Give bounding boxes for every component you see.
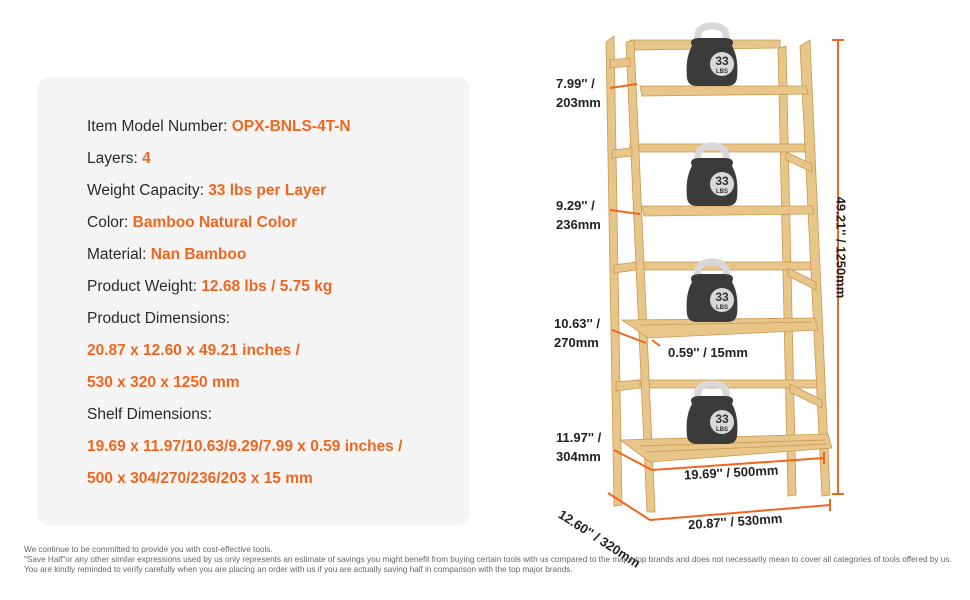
depth-mm: 270mm (554, 335, 599, 350)
spec-label: Color: (87, 214, 133, 231)
svg-text:33: 33 (715, 290, 729, 304)
spec-color: Color: Bamboo Natural Color (87, 214, 297, 232)
spec-product-dimensions-label: Product Dimensions: (87, 310, 231, 327)
height-label: 49.21'' / 1250mm (833, 196, 849, 299)
spec-label: Item Model Number: (87, 118, 232, 135)
spec-shelf-dimensions-line2: 500 x 304/270/236/203 x 15 mm (87, 470, 313, 487)
spec-value: OPX-BNLS-4T-N (231, 118, 351, 135)
spec-value: 4 (142, 150, 151, 167)
kettlebell-icon: 33 LBS (686, 380, 738, 444)
spec-shelf-dimensions-label: Shelf Dimensions: (87, 406, 212, 423)
depth-mm: 304mm (556, 449, 601, 464)
thickness-label: 0.59'' / 15mm (668, 345, 748, 360)
spec-panel (37, 77, 470, 525)
svg-text:LBS: LBS (716, 427, 728, 433)
spec-value: 33 lbs per Layer (208, 182, 327, 199)
spec-model: Item Model Number: OPX-BNLS-4T-N (87, 118, 351, 136)
depth-in: 9.29'' / (556, 198, 595, 213)
spec-value: Nan Bamboo (150, 246, 247, 263)
svg-text:33: 33 (715, 412, 729, 426)
spec-capacity: Weight Capacity: 33 lbs per Layer (87, 182, 326, 200)
spec-label: Weight Capacity: (87, 182, 209, 199)
spec-shelf-dimensions-line1: 19.69 x 11.97/10.63/9.29/7.99 x 0.59 inc… (87, 438, 403, 455)
disclaimer-line: We continue to be committed to provide y… (24, 545, 273, 554)
disclaimer-line: You are kindly reminded to verify carefu… (24, 565, 573, 574)
svg-text:33: 33 (715, 174, 729, 188)
depth-2-label: 9.29'' / 236mm (556, 196, 601, 234)
spec-value: Bamboo Natural Color (132, 214, 298, 231)
depth-1-label: 7.99'' / 203mm (556, 74, 601, 112)
depth-in: 11.97'' / (556, 430, 602, 445)
depth-mm: 203mm (556, 95, 601, 110)
spec-weight: Product Weight: 12.68 lbs / 5.75 kg (87, 278, 332, 296)
spec-label: Material: (87, 246, 151, 263)
kettlebell-icon: 33 LBS (686, 22, 738, 86)
spec-label: Product Weight: (87, 278, 202, 295)
depth-3-label: 10.63'' / 270mm (554, 314, 600, 352)
spec-value: 12.68 lbs / 5.75 kg (201, 278, 333, 295)
svg-text:LBS: LBS (716, 305, 728, 311)
disclaimer-line: "Save Half"or any other similar expressi… (24, 555, 952, 564)
spec-label: Layers: (87, 150, 143, 167)
kettlebell-icon: 33 LBS (686, 258, 738, 322)
svg-text:LBS: LBS (716, 69, 728, 75)
spec-layers: Layers: 4 (87, 150, 151, 168)
svg-text:33: 33 (715, 54, 729, 68)
kettlebell-icon: 33 LBS (686, 142, 738, 206)
kettlebells: 33 LBS 33 LBS 33 LBS 33 LBS (686, 22, 738, 444)
spec-material: Material: Nan Bamboo (87, 246, 246, 264)
spec-product-dimensions-line2: 530 x 320 x 1250 mm (87, 374, 240, 391)
depth-in: 10.63'' / (554, 316, 600, 331)
disclaimer: We continue to be committed to provide y… (24, 545, 959, 575)
svg-text:LBS: LBS (716, 189, 728, 195)
dimension-lines (607, 39, 844, 521)
depth-mm: 236mm (556, 217, 601, 232)
spec-product-dimensions-line1: 20.87 x 12.60 x 49.21 inches / (87, 342, 300, 359)
depth-4-label: 11.97'' / 304mm (556, 428, 601, 466)
depth-in: 7.99'' / (556, 76, 595, 91)
